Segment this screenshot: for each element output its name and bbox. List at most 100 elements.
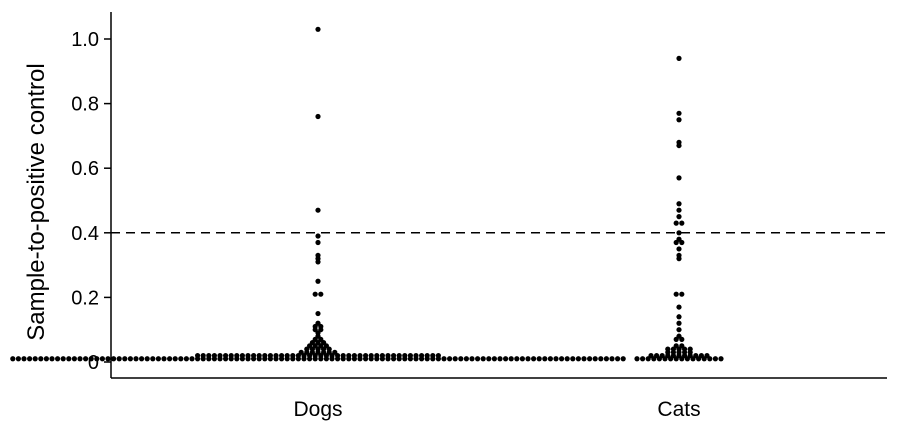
- data-point-dogs: [279, 356, 285, 362]
- data-point-dogs: [491, 356, 497, 362]
- data-point-cats: [676, 304, 682, 310]
- data-point-dogs: [139, 356, 145, 362]
- data-point-cats: [656, 356, 663, 362]
- data-point-dogs: [564, 356, 570, 362]
- data-point-dogs: [486, 356, 492, 362]
- data-point-dogs: [189, 356, 195, 362]
- data-point-dogs: [245, 356, 251, 362]
- data-point-dogs: [10, 356, 16, 362]
- data-point-dogs: [587, 356, 593, 362]
- data-point-dogs: [503, 356, 509, 362]
- data-point-dogs: [206, 356, 212, 362]
- data-point-dogs: [111, 356, 117, 362]
- data-point-dogs: [435, 356, 441, 362]
- data-point-dogs: [452, 356, 458, 362]
- data-point-cats: [676, 246, 682, 252]
- data-point-dogs: [262, 356, 268, 362]
- data-point-dogs: [60, 356, 66, 362]
- data-point-dogs: [357, 356, 363, 362]
- data-point-cats: [679, 336, 685, 342]
- data-point-dogs: [223, 356, 229, 362]
- data-point-cats: [679, 239, 685, 246]
- data-point-cats: [676, 320, 682, 326]
- data-point-dogs: [581, 356, 587, 362]
- data-point-dogs: [178, 356, 184, 362]
- data-point-dogs: [312, 356, 318, 362]
- data-point-dogs: [315, 207, 321, 213]
- data-point-dogs: [144, 356, 150, 362]
- data-point-dogs: [592, 356, 598, 362]
- data-point-cats: [673, 220, 679, 226]
- data-point-cats: [673, 356, 679, 362]
- data-point-dogs: [346, 356, 352, 362]
- data-point-cats: [676, 214, 682, 220]
- data-point-dogs: [99, 356, 105, 362]
- data-point-dogs: [553, 356, 559, 362]
- data-point-dogs: [290, 356, 296, 362]
- data-point-dogs: [374, 356, 380, 362]
- data-point-dogs: [323, 356, 329, 362]
- y-tick-label: 0.4: [71, 223, 99, 245]
- data-point-dogs: [430, 356, 436, 362]
- data-point-dogs: [318, 356, 324, 362]
- data-point-dogs: [497, 356, 503, 362]
- data-point-dogs: [307, 356, 313, 362]
- data-point-dogs: [228, 356, 234, 362]
- y-tick-label: 0.8: [71, 94, 99, 116]
- data-point-cats: [634, 356, 640, 362]
- data-point-dogs: [133, 356, 139, 362]
- y-ticks: 0 0.2 0.4 0.6 0.8 1.0: [71, 29, 111, 374]
- data-point-cats: [718, 356, 724, 362]
- data-point-dogs: [615, 356, 621, 362]
- data-point-dogs: [525, 356, 531, 362]
- data-point-dogs: [239, 356, 245, 362]
- data-point-cats: [662, 356, 668, 362]
- data-point-cats: [684, 356, 691, 362]
- data-point-cats: [673, 239, 679, 246]
- data-point-dogs: [105, 356, 111, 362]
- data-point-dogs: [273, 356, 279, 362]
- data-point-cats: [676, 327, 682, 333]
- data-point-cats: [712, 356, 719, 362]
- data-point-cats: [640, 356, 646, 362]
- data-point-dogs: [402, 356, 408, 362]
- data-point-dogs: [161, 356, 167, 362]
- data-point-dogs: [116, 356, 122, 362]
- y-tick-label: 0.2: [71, 287, 99, 309]
- data-point-dogs: [301, 356, 307, 362]
- x-category-label: Cats: [657, 398, 700, 421]
- data-point-dogs: [447, 356, 453, 362]
- data-point-dogs: [441, 356, 447, 362]
- data-point-cats: [676, 230, 682, 236]
- data-point-dogs: [183, 356, 189, 362]
- data-point-cats: [676, 201, 682, 207]
- data-point-dogs: [234, 356, 240, 362]
- data-point-dogs: [385, 356, 391, 362]
- data-point-cats: [676, 142, 682, 149]
- data-point-dogs: [542, 356, 548, 362]
- data-point-cats: [673, 336, 679, 342]
- data-point-cats: [679, 356, 685, 362]
- data-point-dogs: [519, 356, 526, 362]
- data-point-dogs: [531, 356, 537, 362]
- data-point-dogs: [475, 356, 481, 362]
- data-point-cats: [679, 220, 685, 226]
- data-point-dogs: [351, 356, 357, 362]
- data-point-dogs: [315, 310, 321, 317]
- data-point-dogs: [508, 356, 514, 362]
- data-point-dogs: [172, 356, 178, 362]
- data-point-dogs: [329, 356, 335, 362]
- data-point-cats: [707, 356, 713, 362]
- data-point-dogs: [396, 356, 402, 362]
- data-point-dogs: [284, 356, 290, 362]
- data-point-cats: [668, 356, 674, 362]
- data-point-dogs: [211, 356, 217, 362]
- data-point-dogs: [603, 356, 610, 362]
- data-point-dogs: [195, 356, 201, 362]
- data-point-dogs: [55, 356, 61, 362]
- data-point-cats: [651, 356, 657, 362]
- data-point-dogs: [217, 356, 223, 362]
- data-point-cats: [679, 291, 685, 297]
- data-point-cats: [676, 207, 682, 213]
- data-point-dogs: [21, 356, 27, 362]
